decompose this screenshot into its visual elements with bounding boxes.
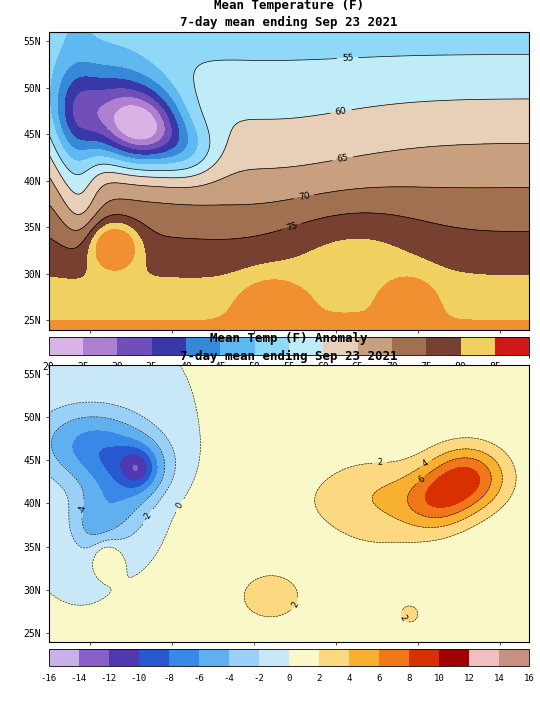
Text: 70: 70 (298, 191, 310, 202)
Text: 2: 2 (397, 613, 408, 623)
Text: 75: 75 (285, 220, 299, 233)
Title: Mean Temperature (F)
7-day mean ending Sep 23 2021: Mean Temperature (F) 7-day mean ending S… (180, 0, 397, 29)
Text: -4: -4 (78, 503, 88, 513)
Text: 6: 6 (417, 474, 427, 484)
Text: -2: -2 (142, 510, 154, 523)
Text: 2: 2 (290, 600, 301, 608)
Text: 65: 65 (336, 153, 349, 164)
Text: 0: 0 (174, 501, 185, 510)
Text: 60: 60 (335, 106, 348, 117)
Text: 4: 4 (421, 459, 430, 469)
Text: 55: 55 (342, 53, 354, 63)
Title: Mean Temp (F) Anomaly
7-day mean ending Sep 23 2021: Mean Temp (F) Anomaly 7-day mean ending … (180, 333, 397, 362)
Text: 2: 2 (377, 458, 382, 467)
